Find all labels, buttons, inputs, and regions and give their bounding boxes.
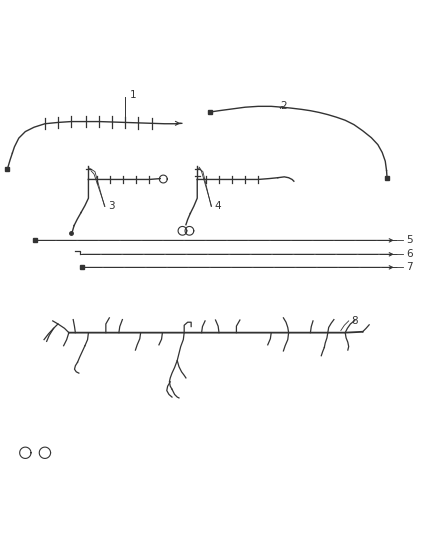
Text: 6: 6 — [406, 249, 413, 260]
Text: 3: 3 — [108, 201, 115, 212]
Text: 1: 1 — [130, 91, 136, 100]
Text: 5: 5 — [406, 236, 413, 245]
Text: 2: 2 — [280, 101, 286, 111]
Text: 4: 4 — [215, 201, 221, 212]
Text: 7: 7 — [406, 262, 413, 272]
Text: 8: 8 — [352, 316, 358, 326]
